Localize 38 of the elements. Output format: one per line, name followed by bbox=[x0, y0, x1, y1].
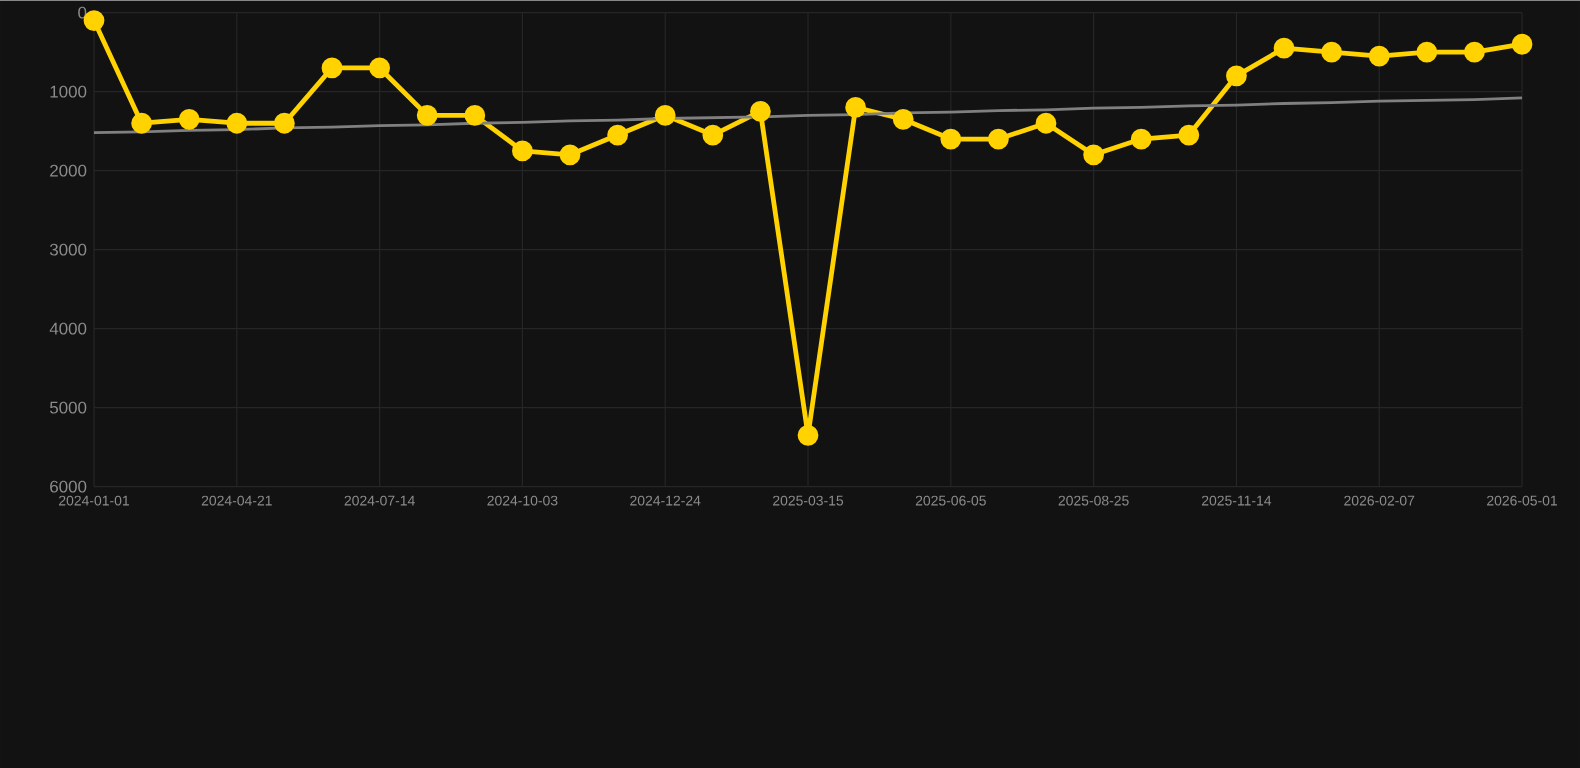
point bbox=[369, 57, 391, 79]
point bbox=[892, 108, 914, 130]
point bbox=[1035, 112, 1057, 134]
point bbox=[274, 112, 295, 134]
y-tick-label: 4000 bbox=[49, 322, 87, 335]
point bbox=[1130, 128, 1152, 150]
point bbox=[226, 112, 248, 134]
point bbox=[178, 108, 200, 130]
y-tick-label: 1000 bbox=[50, 85, 87, 98]
point bbox=[1464, 41, 1485, 63]
point bbox=[750, 100, 771, 122]
point bbox=[416, 104, 438, 126]
point bbox=[797, 424, 819, 446]
point bbox=[845, 96, 867, 118]
point bbox=[1273, 37, 1295, 59]
point bbox=[1511, 33, 1533, 55]
y-tick-label: 3000 bbox=[49, 243, 87, 256]
point bbox=[702, 124, 724, 146]
point bbox=[559, 144, 581, 165]
point bbox=[1178, 124, 1200, 146]
point bbox=[1368, 45, 1390, 67]
point bbox=[940, 128, 962, 150]
y-tick-label: 5000 bbox=[49, 401, 87, 414]
point bbox=[83, 9, 105, 31]
y-tick-label: 6000 bbox=[50, 480, 87, 493]
point bbox=[1321, 41, 1343, 63]
point bbox=[512, 140, 533, 161]
point bbox=[464, 104, 486, 126]
point bbox=[321, 57, 343, 79]
y-tick-label: 2000 bbox=[50, 164, 87, 177]
point bbox=[607, 124, 629, 146]
point bbox=[1226, 65, 1247, 86]
point bbox=[654, 104, 676, 126]
point bbox=[1416, 41, 1438, 63]
point bbox=[1083, 144, 1105, 165]
point bbox=[131, 112, 153, 134]
y-tick-label: 0 bbox=[78, 6, 87, 19]
point bbox=[988, 128, 1009, 150]
